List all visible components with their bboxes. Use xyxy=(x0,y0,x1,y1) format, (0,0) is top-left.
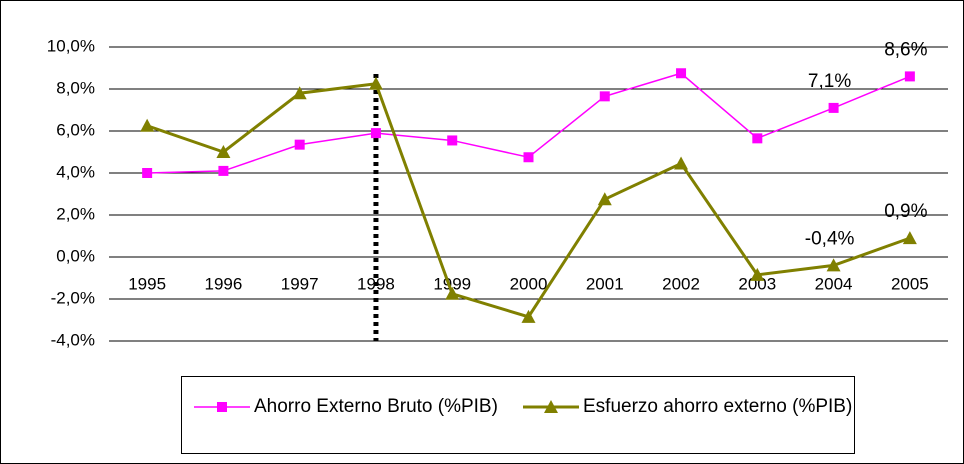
x-tick-label: 2002 xyxy=(662,274,700,293)
point xyxy=(904,71,915,82)
point xyxy=(599,91,610,102)
point xyxy=(521,309,536,323)
y-tick-label: 4,0% xyxy=(56,162,95,181)
point xyxy=(597,192,612,206)
y-tick-label: 2,0% xyxy=(56,204,95,223)
y-tick-label: 10,0% xyxy=(47,36,95,55)
x-tick-label: 2005 xyxy=(891,274,929,293)
point xyxy=(292,86,307,100)
y-tick-label: -2,0% xyxy=(51,288,95,307)
y-tick-label: 6,0% xyxy=(56,120,95,139)
point xyxy=(370,128,381,139)
point xyxy=(828,102,839,113)
x-tick-label: 1997 xyxy=(281,274,319,293)
data-label: 0,9% xyxy=(884,201,927,222)
point xyxy=(750,267,765,281)
x-tick-label: 1999 xyxy=(433,274,471,293)
point xyxy=(826,258,841,272)
data-label: 8,6% xyxy=(884,39,927,60)
data-label: -0,4% xyxy=(805,228,855,249)
point xyxy=(445,286,460,300)
point xyxy=(140,118,155,132)
legend-label: Esfuerzo ahorro externo (%PIB) xyxy=(583,396,853,417)
point xyxy=(447,135,458,146)
x-tick-label: 2003 xyxy=(738,274,776,293)
legend: Ahorro Externo Bruto (%PIB) Esfuerzo ahor… xyxy=(181,376,855,454)
point xyxy=(676,68,687,79)
legend-entry: Esfuerzo ahorro externo (%PIB) xyxy=(523,391,853,422)
x-tick-label: 1995 xyxy=(128,274,166,293)
point xyxy=(142,168,153,178)
point xyxy=(752,133,763,144)
legend-marker xyxy=(544,400,558,413)
point xyxy=(674,156,689,170)
legend-swatch xyxy=(194,402,250,412)
legend-entry: Ahorro Externo Bruto (%PIB) xyxy=(194,391,504,422)
legend-marker xyxy=(217,402,227,412)
point xyxy=(218,165,229,176)
point xyxy=(368,76,383,90)
data-label: 7,1% xyxy=(808,71,851,92)
x-tick-label: 1996 xyxy=(204,274,242,293)
point xyxy=(523,152,534,163)
x-tick-label: 2004 xyxy=(815,274,853,293)
point xyxy=(216,145,231,158)
x-tick-label: 2000 xyxy=(510,274,548,293)
point xyxy=(294,139,305,150)
y-tick-label: -4,0% xyxy=(51,330,95,349)
y-tick-label: 8,0% xyxy=(56,78,95,97)
legend-label: Ahorro Externo Bruto (%PIB) xyxy=(254,396,498,417)
x-tick-label: 2001 xyxy=(586,274,624,293)
y-tick-label: 0,0% xyxy=(56,246,95,265)
point xyxy=(902,231,917,245)
legend-swatch xyxy=(523,400,579,413)
